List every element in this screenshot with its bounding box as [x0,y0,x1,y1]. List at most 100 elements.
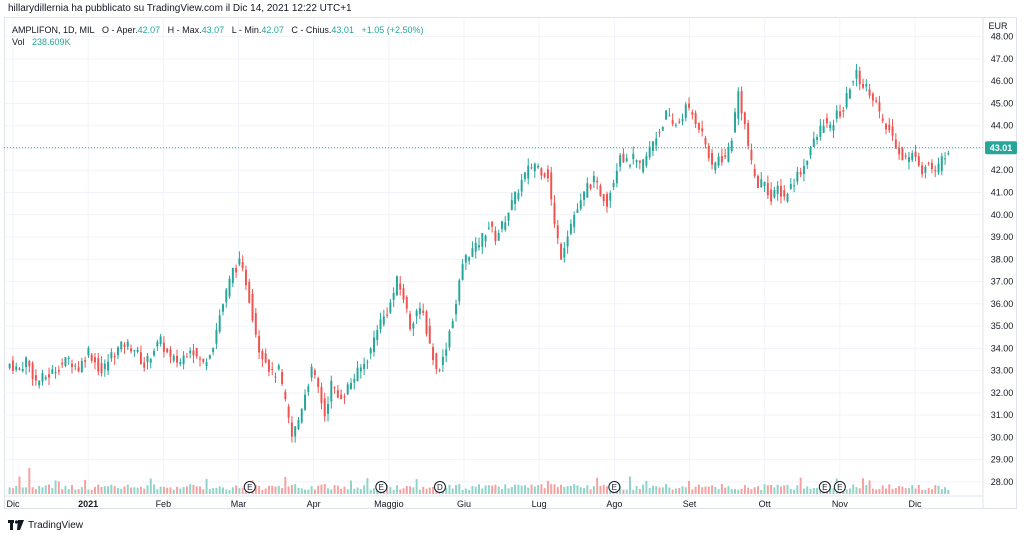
dividend-marker-icon[interactable]: D [433,481,446,493]
volume-bar [445,487,448,494]
earnings-marker-icon[interactable]: E [375,481,388,493]
volume-bar [753,487,756,494]
volume-bar [340,488,343,494]
candle-body [868,89,871,96]
candle-body [189,350,192,354]
candle-body [901,148,904,161]
volume-bar [701,487,704,494]
volume-bar [366,478,369,494]
volume-bar [54,480,57,494]
volume-bar [61,489,64,494]
volume-bar [904,488,907,494]
volume-bar [307,489,310,494]
candle-body [107,361,110,371]
candle-body [34,375,37,381]
volume-bar [231,487,234,494]
volume-bar [845,489,848,494]
volume-bar [930,489,933,494]
volume-bar [635,486,638,494]
footer-brand[interactable]: TradingView [8,518,83,532]
candle-body [760,179,763,188]
currency-label: EUR [988,21,1008,31]
volume-bar [428,487,431,494]
volume-bar [172,489,175,494]
earnings-marker-icon[interactable]: E [243,481,256,493]
candle-body [225,289,228,303]
volume-bar [665,484,668,494]
volume-bar [103,486,106,494]
volume-bar [573,484,576,494]
candle-body [97,358,100,372]
candle-body [806,160,809,165]
time-axis[interactable]: Dic 2021 Feb Mar Apr Maggio Giu Lug Ago Set Ott Nov… [7,499,922,509]
symbol-legend: AMPLIFON, 1D, MIL O - Aper.42.07 H - Max… [12,24,424,48]
candle-body [481,233,484,247]
candle-body [15,366,18,370]
time-tick-label: Dic [909,499,922,509]
candle-body [11,360,14,371]
candle-body [120,341,123,350]
low-value: 42.07 [261,25,284,35]
candle-body [330,380,333,402]
volume-bar [901,486,904,494]
candle-body [353,378,356,383]
volume-bar [359,488,362,494]
candle-body [543,173,546,177]
candle-body [123,344,126,347]
volume-bar [556,487,559,494]
candle-body [290,422,293,437]
candle-body [343,396,346,398]
volume-bar [189,484,192,494]
volume-bar [494,484,497,494]
marker-label: E [247,483,252,492]
volume-bar [747,487,750,494]
candle-body [848,89,851,99]
earnings-marker-icon[interactable]: E [608,481,621,493]
candle-body [934,170,937,172]
symbol-name[interactable]: AMPLIFON, 1D, MIL [12,25,95,35]
volume-bar [126,484,129,494]
volume-bar [691,489,694,494]
volume-bar [202,489,205,494]
price-axis[interactable]: 28.00 29.00 30.00 31.00 32.00 33.00 34.00 35.00… [991,32,1014,487]
candle-body [84,360,87,362]
candle-body [71,363,73,368]
candle-body [425,311,428,334]
candle-body [199,358,201,360]
candle-body [415,310,418,317]
volume-bar [159,486,162,494]
candle-body [825,117,828,124]
earnings-marker-icon[interactable]: E [818,481,831,493]
candle-body [770,189,773,202]
candle-body [743,112,746,125]
volume-bar [422,486,425,494]
volume-bar [346,489,349,494]
volume-bar [21,487,24,494]
candle-body [819,125,822,137]
volume-bar [153,484,156,494]
chart-frame[interactable] [4,17,1017,509]
candle-body [441,356,444,366]
candle-body [793,185,796,187]
candle-body [143,362,146,368]
candle-body [192,350,195,356]
candle-body [313,370,316,375]
candle-body [898,147,901,155]
candle-body [645,155,648,166]
volume-bar [41,487,44,494]
volume-bar [734,489,736,494]
candle-body [615,170,618,184]
earnings-marker-icon[interactable]: E [833,481,846,493]
volume-bar [911,485,914,494]
volume-bar [678,488,681,494]
candle-body [57,370,60,372]
candle-body [648,146,651,158]
volume-bar [688,481,691,494]
volume-bar [87,489,90,494]
time-tick-label: Dic [7,499,20,509]
volume-bar [898,486,901,494]
volume-bar [481,488,484,494]
volume-bar [15,485,18,494]
candle-body [340,394,343,400]
